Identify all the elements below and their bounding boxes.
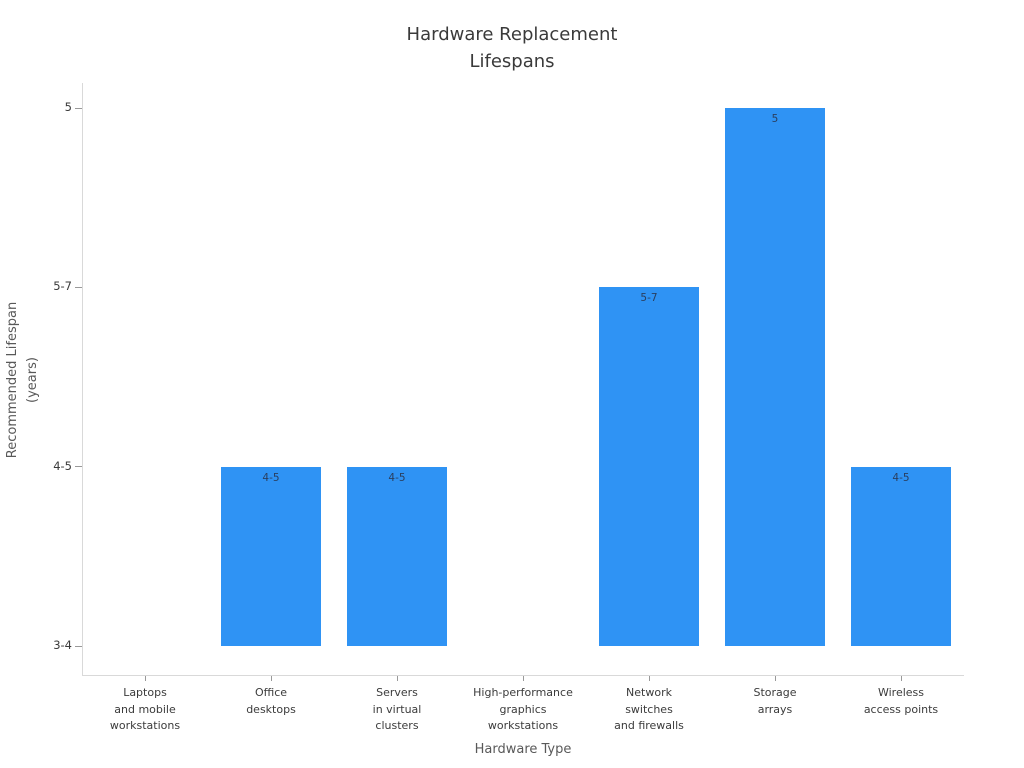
x-axis-title: Hardware Type — [474, 742, 572, 757]
y-tick-mark-5-7 — [75, 286, 82, 288]
x-tick-mark-laptops-and-mobile-workstations — [145, 676, 146, 681]
y-tick-mark-5 — [75, 107, 82, 109]
y-tick-label-3-4: 3-4 — [53, 638, 72, 652]
x-tick-mark-wireless-access-points — [901, 676, 902, 681]
y-axis-title: Recommended Lifespan (years) — [4, 301, 40, 459]
x-tick-label-office-desktops: Office desktops — [246, 686, 296, 716]
bar-office-desktops — [221, 466, 321, 646]
bar-network-switches-and-firewalls — [599, 287, 699, 646]
x-tick-label-high-performance-graphics-workstations: High-performance graphics workstations — [473, 686, 573, 732]
x-tick-mark-office-desktops — [271, 676, 272, 681]
bar-value-label-storage-arrays: 5 — [771, 113, 779, 126]
x-tick-label-network-switches-and-firewalls: Network switches and firewalls — [614, 686, 684, 732]
x-tick-mark-storage-arrays — [775, 676, 776, 681]
x-tick-label-wireless-access-points: Wireless access points — [863, 686, 939, 716]
bar-value-label-servers-in-virtual-clusters: 4-5 — [388, 471, 406, 484]
x-tick-label-servers-in-virtual-clusters: Servers in virtual clusters — [372, 686, 422, 732]
x-tick-mark-high-performance-graphics-workstations — [523, 676, 524, 681]
x-tick-label-laptops-and-mobile-workstations: Laptops and mobile workstations — [109, 686, 181, 732]
bar-wireless-access-points — [851, 466, 951, 646]
y-tick-mark-4-5 — [75, 466, 82, 468]
bar-servers-in-virtual-clusters — [347, 466, 447, 646]
x-tick-mark-network-switches-and-firewalls — [649, 676, 650, 681]
y-tick-label-5-7: 5-7 — [53, 279, 72, 294]
bar-value-label-network-switches-and-firewalls: 5-7 — [640, 292, 658, 305]
x-tick-label-storage-arrays: Storage arrays — [753, 686, 797, 716]
bar-value-label-wireless-access-points: 4-5 — [892, 471, 910, 484]
y-tick-label-5: 5 — [64, 100, 72, 115]
y-tick-label-4-5: 4-5 — [53, 458, 72, 473]
plot-area — [82, 83, 964, 676]
chart-title: Hardware Replacement Lifespans — [406, 24, 618, 72]
y-tick-mark-3-4 — [75, 645, 82, 647]
bar-storage-arrays — [725, 108, 825, 646]
x-tick-mark-servers-in-virtual-clusters — [397, 676, 398, 681]
bar-value-label-office-desktops: 4-5 — [262, 471, 280, 484]
